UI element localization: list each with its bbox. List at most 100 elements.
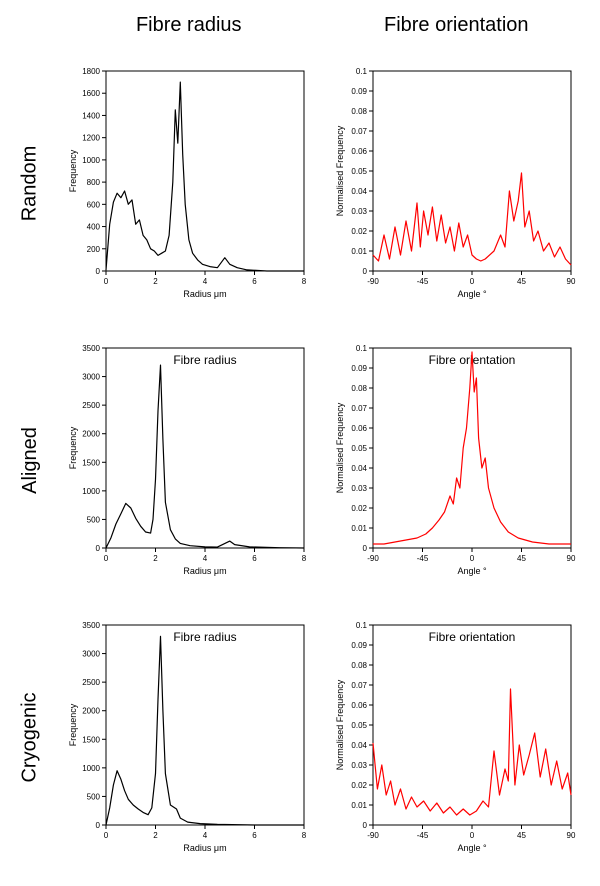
svg-text:0: 0 — [104, 554, 109, 563]
svg-text:0: 0 — [104, 831, 109, 840]
svg-text:Frequency: Frequency — [68, 426, 78, 469]
svg-text:Radius μm: Radius μm — [183, 843, 226, 853]
svg-text:Radius μm: Radius μm — [183, 566, 226, 576]
svg-text:2: 2 — [153, 554, 158, 563]
svg-text:600: 600 — [86, 200, 100, 209]
svg-text:0.08: 0.08 — [352, 107, 368, 116]
svg-text:1400: 1400 — [82, 111, 100, 120]
svg-text:0: 0 — [470, 831, 475, 840]
chart-random-radius: 02468020040060080010001200140016001800Ra… — [55, 45, 323, 322]
chart-aligned-radius: 024680500100015002000250030003500Radius … — [55, 322, 323, 599]
svg-text:0.09: 0.09 — [352, 87, 368, 96]
row-label-cryogenic: Cryogenic — [5, 599, 55, 876]
svg-text:6: 6 — [252, 277, 257, 286]
svg-text:6: 6 — [252, 554, 257, 563]
svg-text:1600: 1600 — [82, 89, 100, 98]
svg-text:0.07: 0.07 — [352, 404, 368, 413]
svg-text:2500: 2500 — [82, 678, 100, 687]
row-label-aligned: Aligned — [5, 322, 55, 599]
svg-text:Angle °: Angle ° — [458, 843, 488, 853]
svg-text:0: 0 — [95, 821, 100, 830]
svg-text:2500: 2500 — [82, 401, 100, 410]
svg-text:4: 4 — [203, 554, 208, 563]
svg-text:45: 45 — [517, 277, 526, 286]
svg-text:0.03: 0.03 — [352, 761, 368, 770]
svg-text:-45: -45 — [417, 831, 429, 840]
svg-text:1000: 1000 — [82, 486, 100, 495]
svg-text:0.06: 0.06 — [352, 147, 368, 156]
svg-text:Frequency: Frequency — [68, 149, 78, 192]
svg-text:Normalised Frequency: Normalised Frequency — [335, 402, 345, 493]
svg-text:0.1: 0.1 — [356, 67, 368, 76]
svg-text:Fibre orientation: Fibre orientation — [429, 630, 516, 644]
svg-text:0.04: 0.04 — [352, 464, 368, 473]
svg-text:0: 0 — [470, 277, 475, 286]
svg-text:Fibre radius: Fibre radius — [173, 353, 236, 367]
svg-text:0.08: 0.08 — [352, 384, 368, 393]
svg-text:2: 2 — [153, 277, 158, 286]
svg-text:1200: 1200 — [82, 133, 100, 142]
svg-text:-90: -90 — [367, 554, 379, 563]
svg-text:0: 0 — [95, 267, 100, 276]
svg-text:-45: -45 — [417, 554, 429, 563]
svg-text:0.01: 0.01 — [352, 524, 368, 533]
chart-random-orientation: -90-450459000.010.020.030.040.050.060.07… — [323, 45, 591, 322]
svg-text:0.04: 0.04 — [352, 187, 368, 196]
svg-text:0.02: 0.02 — [352, 227, 368, 236]
chart-cryo-orientation: -90-450459000.010.020.030.040.050.060.07… — [323, 599, 591, 876]
svg-text:0.02: 0.02 — [352, 781, 368, 790]
svg-text:8: 8 — [302, 554, 307, 563]
svg-text:3500: 3500 — [82, 621, 100, 630]
svg-text:0.07: 0.07 — [352, 681, 368, 690]
svg-text:800: 800 — [86, 178, 100, 187]
svg-text:90: 90 — [567, 277, 576, 286]
svg-text:-90: -90 — [367, 277, 379, 286]
svg-text:3000: 3000 — [82, 649, 100, 658]
svg-text:0.01: 0.01 — [352, 247, 368, 256]
svg-text:Normalised Frequency: Normalised Frequency — [335, 679, 345, 770]
svg-text:0.03: 0.03 — [352, 207, 368, 216]
svg-text:0.02: 0.02 — [352, 504, 368, 513]
svg-text:0.1: 0.1 — [356, 621, 368, 630]
svg-text:3000: 3000 — [82, 372, 100, 381]
row-label-random: Random — [5, 45, 55, 322]
svg-text:-90: -90 — [367, 831, 379, 840]
svg-text:45: 45 — [517, 554, 526, 563]
chart-aligned-orientation: -90-450459000.010.020.030.040.050.060.07… — [323, 322, 591, 599]
col-header-orientation: Fibre orientation — [323, 5, 591, 45]
col-header-radius: Fibre radius — [55, 5, 323, 45]
svg-text:400: 400 — [86, 222, 100, 231]
svg-text:0.05: 0.05 — [352, 444, 368, 453]
svg-text:90: 90 — [567, 554, 576, 563]
svg-text:0: 0 — [363, 821, 368, 830]
svg-text:0.09: 0.09 — [352, 641, 368, 650]
svg-text:0.07: 0.07 — [352, 127, 368, 136]
svg-text:Fibre radius: Fibre radius — [173, 630, 236, 644]
svg-text:1800: 1800 — [82, 67, 100, 76]
svg-text:2: 2 — [153, 831, 158, 840]
svg-text:200: 200 — [86, 244, 100, 253]
svg-text:500: 500 — [86, 515, 100, 524]
svg-text:8: 8 — [302, 277, 307, 286]
svg-text:0: 0 — [95, 544, 100, 553]
svg-text:0.06: 0.06 — [352, 701, 368, 710]
svg-text:Radius μm: Radius μm — [183, 289, 226, 299]
svg-text:1000: 1000 — [82, 763, 100, 772]
svg-text:2000: 2000 — [82, 429, 100, 438]
chart-cryo-radius: 024680500100015002000250030003500Radius … — [55, 599, 323, 876]
svg-text:0.09: 0.09 — [352, 364, 368, 373]
svg-text:1000: 1000 — [82, 155, 100, 164]
svg-text:6: 6 — [252, 831, 257, 840]
svg-text:Frequency: Frequency — [68, 703, 78, 746]
svg-text:0: 0 — [363, 267, 368, 276]
svg-text:0.03: 0.03 — [352, 484, 368, 493]
svg-text:0.1: 0.1 — [356, 344, 368, 353]
svg-text:0.06: 0.06 — [352, 424, 368, 433]
svg-text:4: 4 — [203, 277, 208, 286]
svg-text:Normalised Frequency: Normalised Frequency — [335, 125, 345, 216]
svg-text:4: 4 — [203, 831, 208, 840]
svg-text:0: 0 — [363, 544, 368, 553]
svg-text:500: 500 — [86, 792, 100, 801]
svg-text:Angle °: Angle ° — [458, 289, 488, 299]
svg-text:2000: 2000 — [82, 706, 100, 715]
